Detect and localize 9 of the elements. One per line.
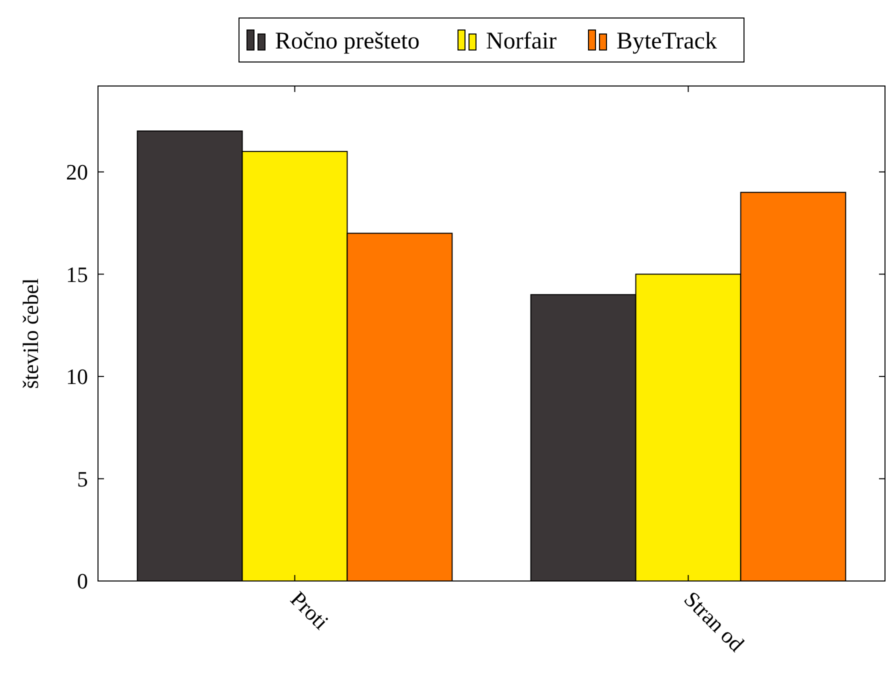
y-tick-label: 10 (66, 364, 88, 390)
y-tick-label: 15 (66, 262, 88, 287)
y-axis-title: število čebel (18, 278, 43, 389)
legend-label: Norfair (486, 28, 557, 54)
legend-label: ByteTrack (616, 28, 717, 54)
y-tick-label: 5 (77, 466, 88, 492)
y-tick-label: 20 (66, 160, 88, 185)
legend-label: Ročno prešteto (275, 28, 420, 54)
y-tick-label: 0 (77, 568, 88, 594)
